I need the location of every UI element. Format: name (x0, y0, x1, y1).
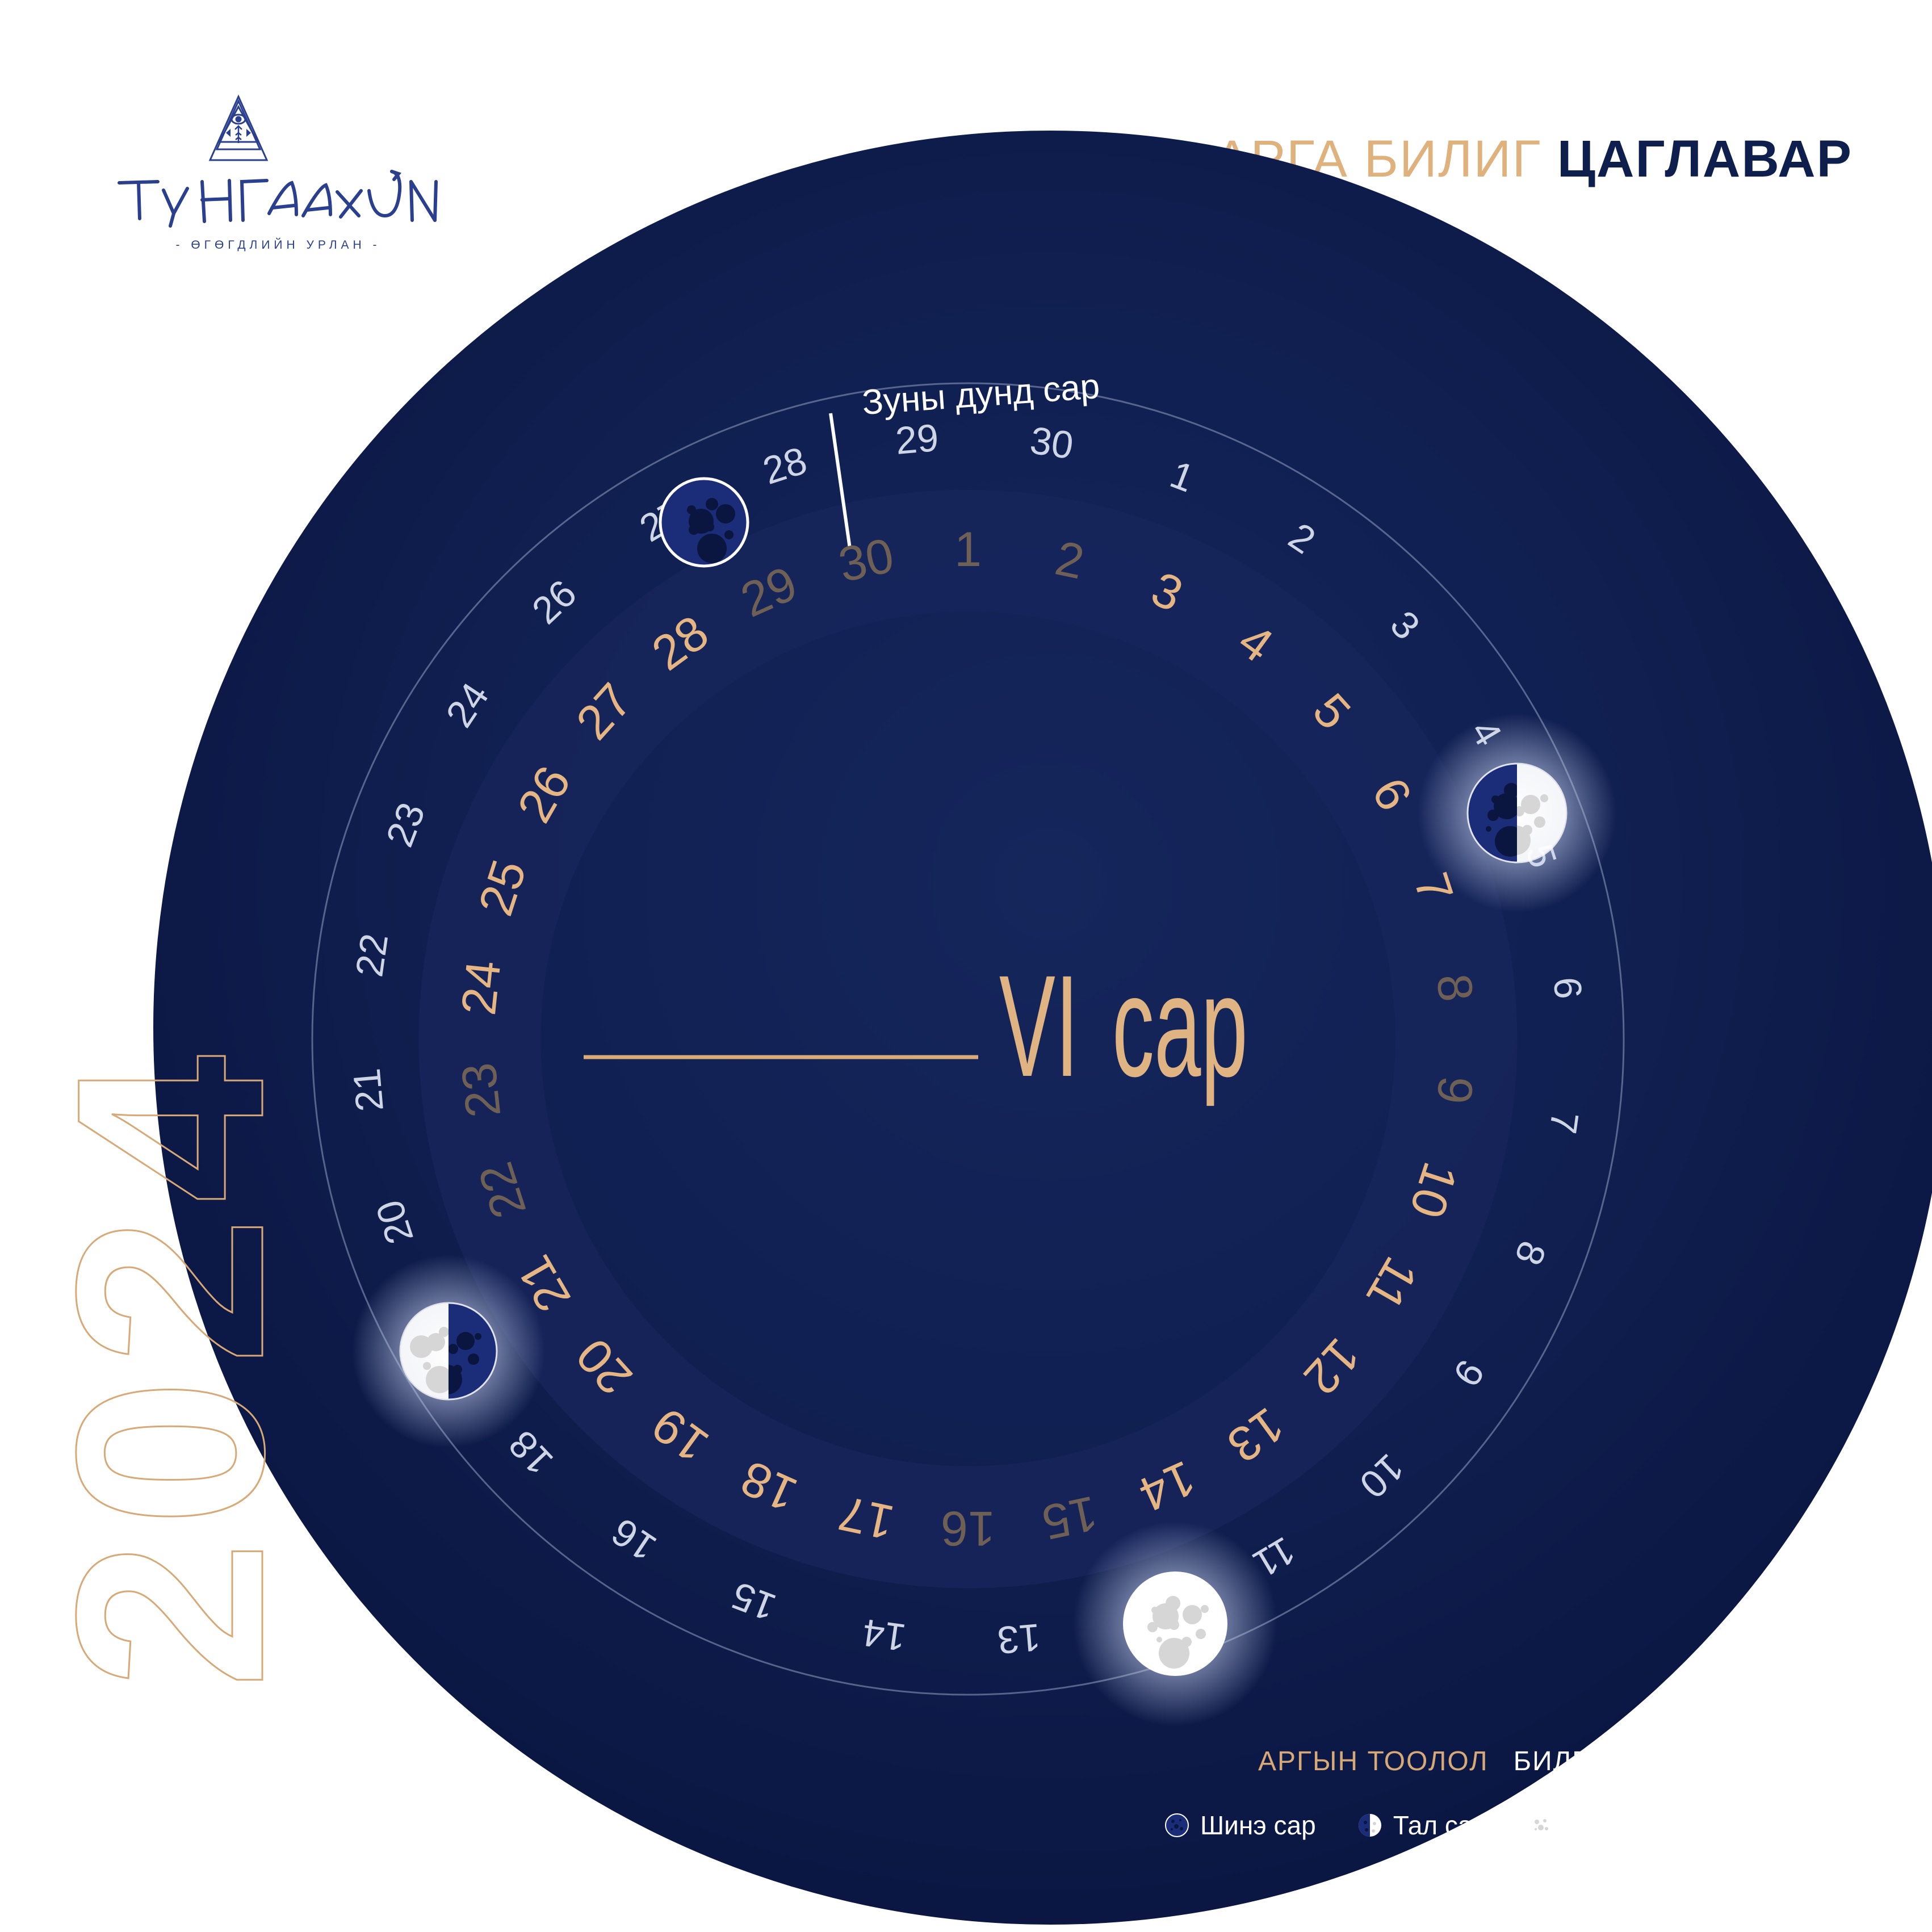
bilgiin-day-number: 6 (1545, 975, 1590, 1000)
argyn-day-number: 24 (451, 958, 511, 1017)
legend-titles: АРГЫН ТООЛОЛ БИЛГИЙН ТООЛОЛ (1164, 1746, 1834, 1777)
arga-band (418, 489, 1518, 1589)
center-month-label: VI сар (999, 945, 1248, 1107)
argyn-day-number: 15 (1037, 1485, 1102, 1550)
outer-ring-guide (311, 382, 1625, 1696)
first-quarter-moon-marker (1418, 714, 1616, 912)
triangle-eye-icon (208, 94, 269, 161)
bilgiin-day-number: 29 (894, 416, 940, 463)
legend-items: Шинэ сар Тал сар (1164, 1810, 1834, 1841)
center-month-word: сар (1112, 945, 1248, 1107)
half-moon-icon (1358, 1814, 1381, 1837)
argyn-day-number: 16 (941, 1501, 995, 1556)
bilgiin-day-number: 30 (1028, 418, 1076, 467)
page-title: АРГА БИЛИГ ЦАГЛАВАР (1214, 129, 1853, 189)
last-quarter-moon-marker (352, 1255, 545, 1448)
argyn-day-number: 9 (1426, 1074, 1483, 1107)
full-moon-icon (1529, 1814, 1553, 1837)
new-moon-icon (1165, 1813, 1189, 1837)
argyn-day-number: 17 (834, 1485, 899, 1550)
legend-item-new-moon: Шинэ сар (1164, 1810, 1316, 1841)
center-month-roman: VI (999, 945, 1079, 1107)
legend-title-arga: АРГЫН ТООЛОЛ (1258, 1746, 1489, 1776)
legend-label-new-moon: Шинэ сар (1200, 1811, 1316, 1840)
brand-wordmark (118, 170, 438, 228)
argyn-day-number: 30 (834, 528, 899, 593)
new-moon-marker (659, 477, 749, 568)
legend: АРГЫН ТООЛОЛ БИЛГИЙН ТООЛОЛ Шинэ сар (1164, 1746, 1834, 1841)
legend-item-half-moon: Тал сар (1357, 1810, 1487, 1841)
brand-tagline: - ӨГӨГДЛИЙН УРЛАН - (176, 238, 381, 252)
annotation-leader-line (829, 413, 852, 549)
argyn-day-number: 23 (451, 1061, 511, 1120)
night-disc (153, 131, 1932, 1925)
bilgiin-day-number: 21 (345, 1067, 392, 1113)
argyn-day-number: 1 (954, 522, 982, 577)
legend-item-full-moon: Тэргэл сар (1528, 1810, 1695, 1841)
legend-label-half-moon: Тал сар (1393, 1811, 1487, 1840)
bilgiin-day-number: 14 (860, 1611, 908, 1659)
legend-label-full-moon: Тэргэл сар (1564, 1811, 1695, 1840)
legend-title-bilgiin: БИЛГИЙН ТООЛОЛ (1513, 1746, 1780, 1776)
page-title-navy: ЦАГЛАВАР (1557, 130, 1853, 188)
brand-logo: - ӨГӨГДЛИЙН УРЛАН - (97, 74, 460, 267)
argyn-day-number: 8 (1426, 971, 1483, 1004)
full-moon-marker (1073, 1522, 1277, 1726)
bilgiin-day-number: 22 (347, 931, 396, 979)
bilgiin-day-number: 13 (996, 1615, 1042, 1662)
